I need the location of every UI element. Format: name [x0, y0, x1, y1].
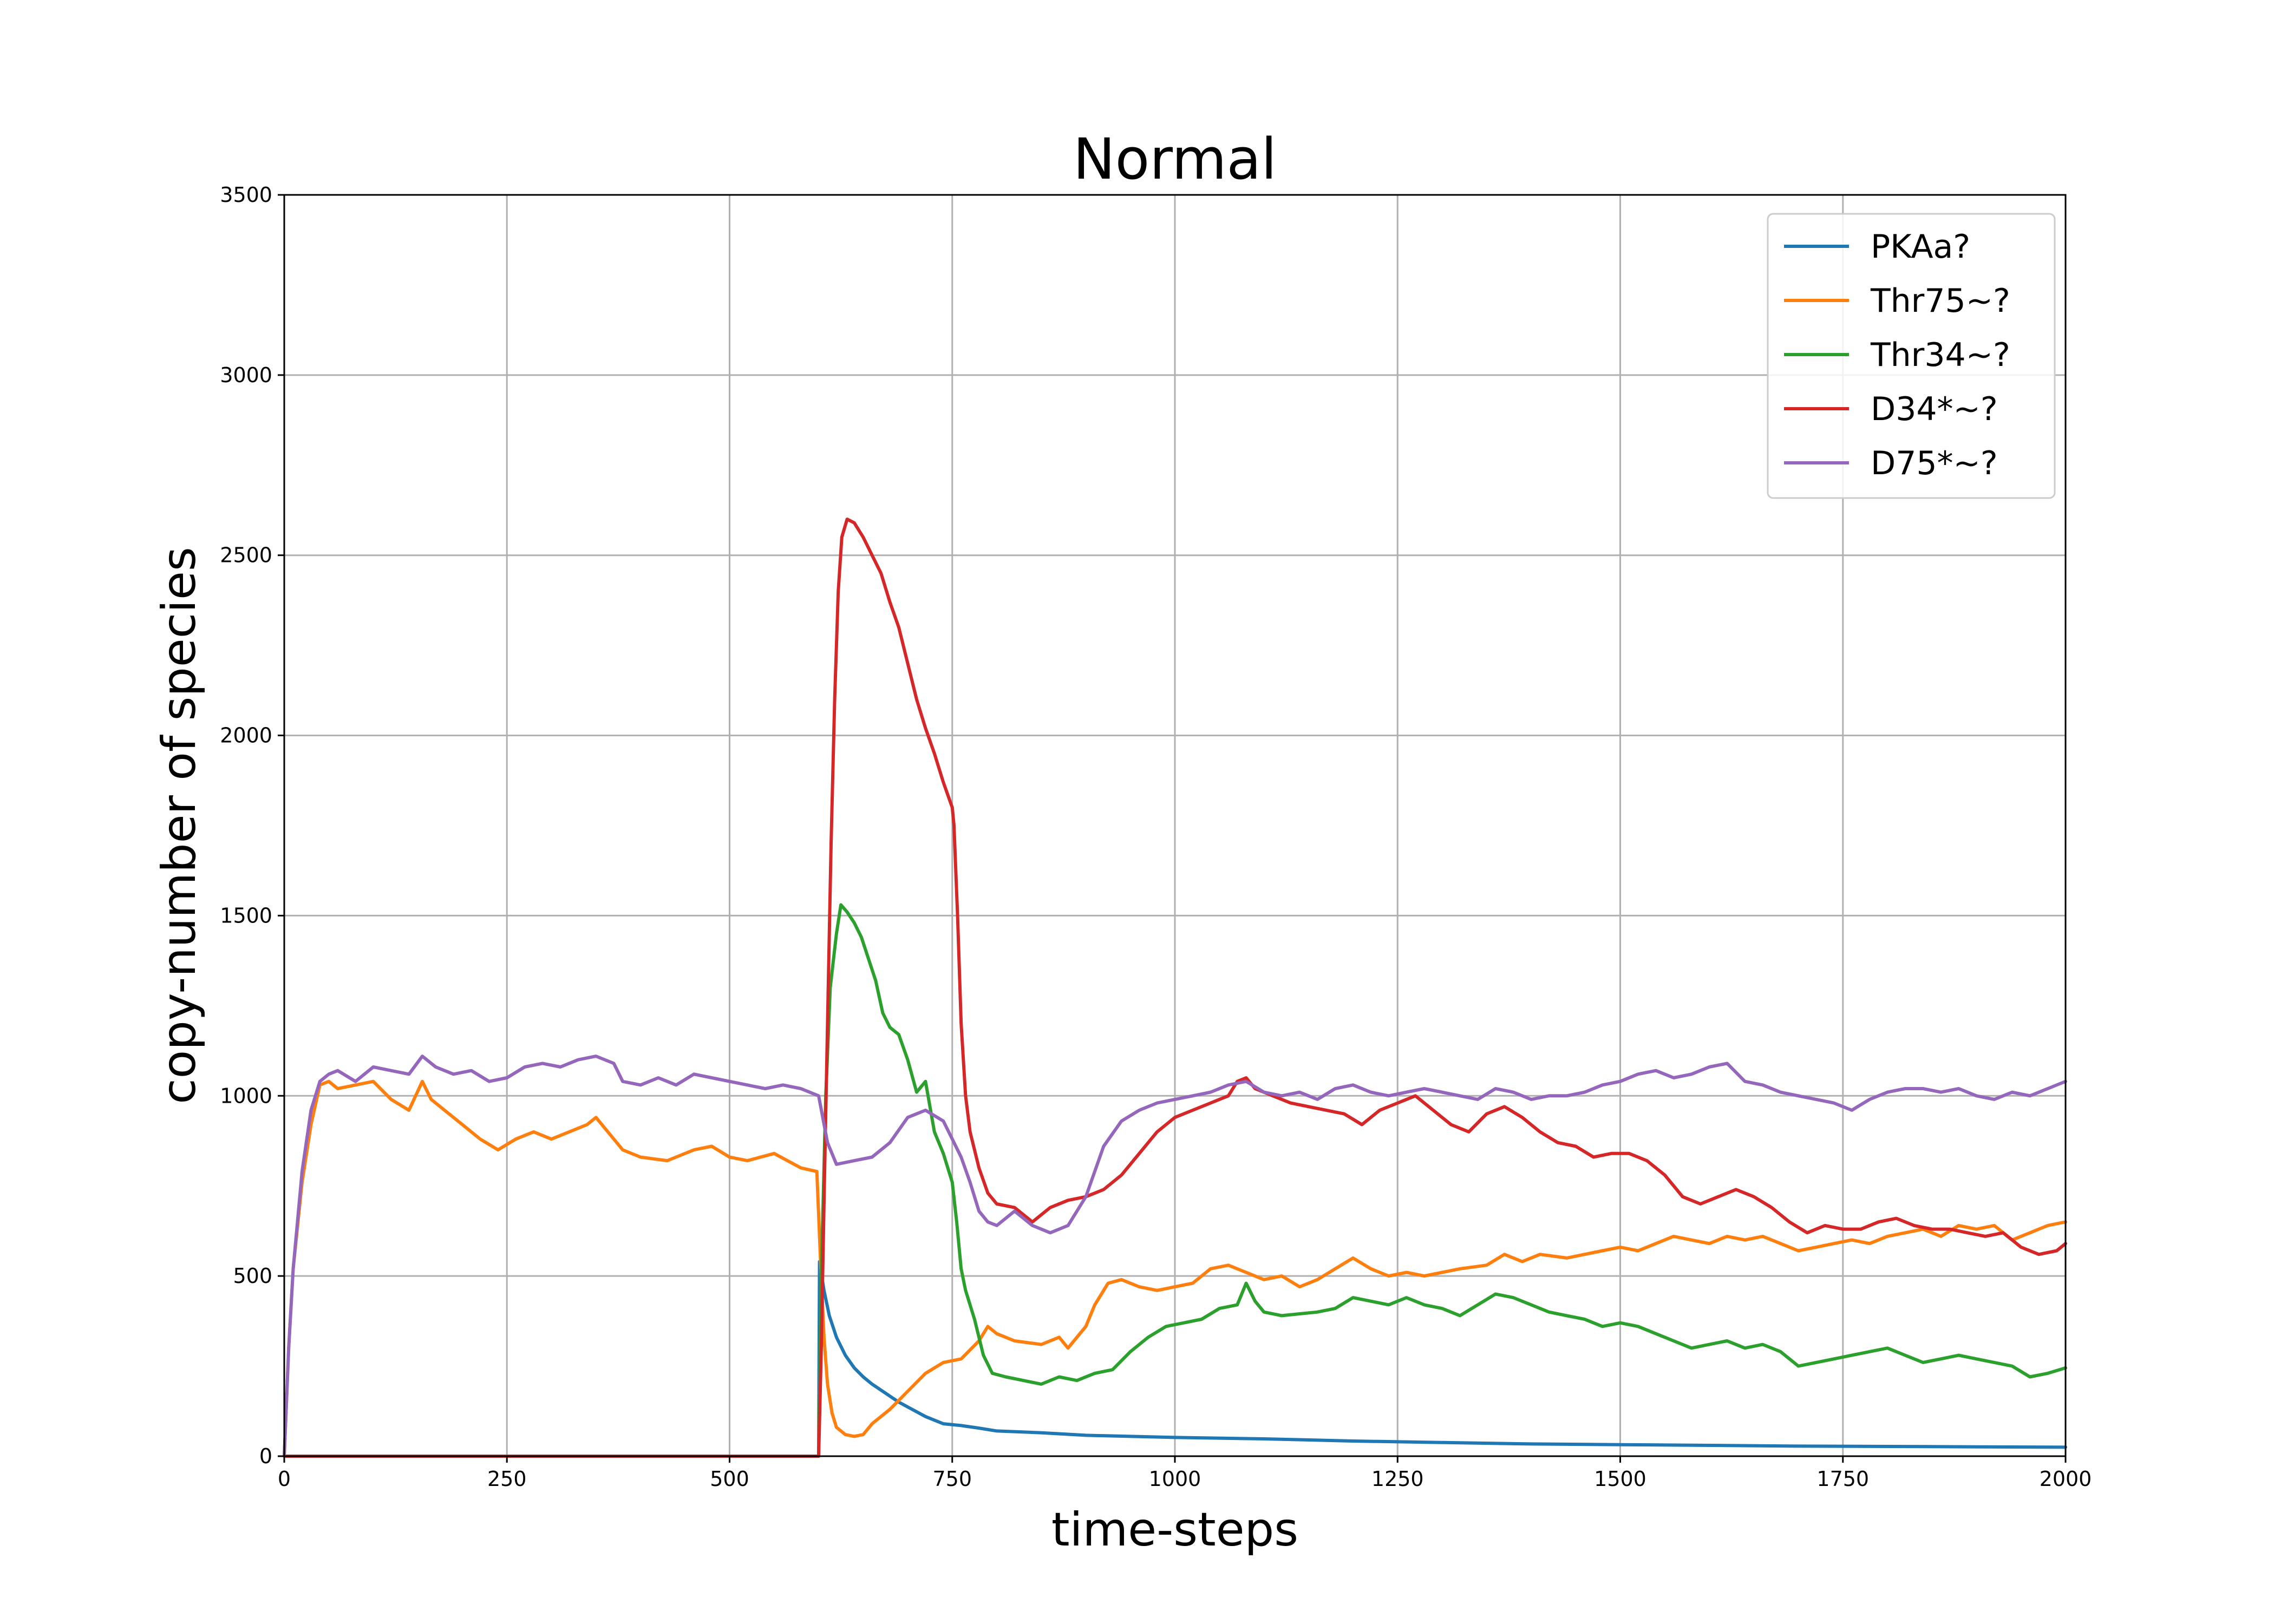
x-tick-label: 750	[932, 1467, 972, 1491]
series-line-thr75	[283, 1079, 2067, 1458]
x-axis-label: time-steps	[1051, 1503, 1298, 1557]
x-tick-label: 2000	[2040, 1467, 2092, 1491]
x-tick-label: 250	[487, 1467, 527, 1491]
y-tick-label: 3500	[220, 183, 272, 207]
y-tick-label: 1000	[220, 1084, 272, 1108]
y-tick-label: 500	[233, 1264, 272, 1288]
plot-series	[283, 518, 2067, 1458]
y-tick-label: 3000	[220, 363, 272, 387]
y-tick-label: 0	[259, 1444, 272, 1468]
y-axis-label: copy-number of species	[152, 547, 206, 1104]
series-line-d75	[283, 1055, 2067, 1458]
x-tick-label: 1750	[1816, 1467, 1869, 1491]
legend-box	[1767, 213, 2056, 499]
x-tick-label: 500	[710, 1467, 749, 1491]
x-tick-label: 1250	[1371, 1467, 1424, 1491]
axis-ticks: 0 250 500 750 1000 1250 1500 1750 2000 0 500 1000 15…	[220, 183, 2092, 1491]
chart-title: Normal	[1073, 126, 1277, 192]
y-tick-label: 2500	[220, 543, 272, 567]
legend: PKAa? Thr75~? Thr34~? D34*~? D75*~?	[1767, 213, 2056, 499]
legend-label: D75*~?	[1871, 444, 1998, 482]
x-tick-label: 1000	[1149, 1467, 1201, 1491]
legend-label: Thr34~?	[1870, 336, 2010, 374]
x-tick-label: 0	[278, 1467, 291, 1491]
y-tick-label: 1500	[220, 903, 272, 927]
series-line-thr34	[283, 903, 2067, 1458]
x-tick-label: 1500	[1594, 1467, 1646, 1491]
legend-label: Thr75~?	[1870, 282, 2010, 320]
series-line-pkaa	[283, 1260, 2067, 1458]
legend-label: D34*~?	[1871, 390, 1998, 428]
y-tick-label: 2000	[220, 724, 272, 748]
legend-label: PKAa?	[1871, 228, 1970, 266]
